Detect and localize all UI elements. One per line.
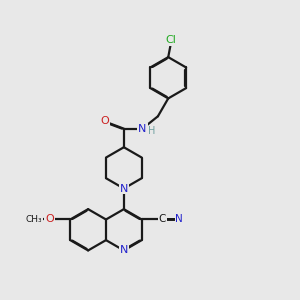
- Text: N: N: [138, 124, 147, 134]
- Text: Cl: Cl: [166, 35, 176, 45]
- Text: O: O: [45, 214, 54, 224]
- Text: N: N: [120, 184, 128, 194]
- Text: C: C: [159, 214, 166, 224]
- Text: O: O: [100, 116, 109, 126]
- Text: N: N: [175, 214, 183, 224]
- Text: CH₃: CH₃: [26, 215, 42, 224]
- Text: H: H: [148, 126, 156, 136]
- Text: N: N: [120, 245, 128, 255]
